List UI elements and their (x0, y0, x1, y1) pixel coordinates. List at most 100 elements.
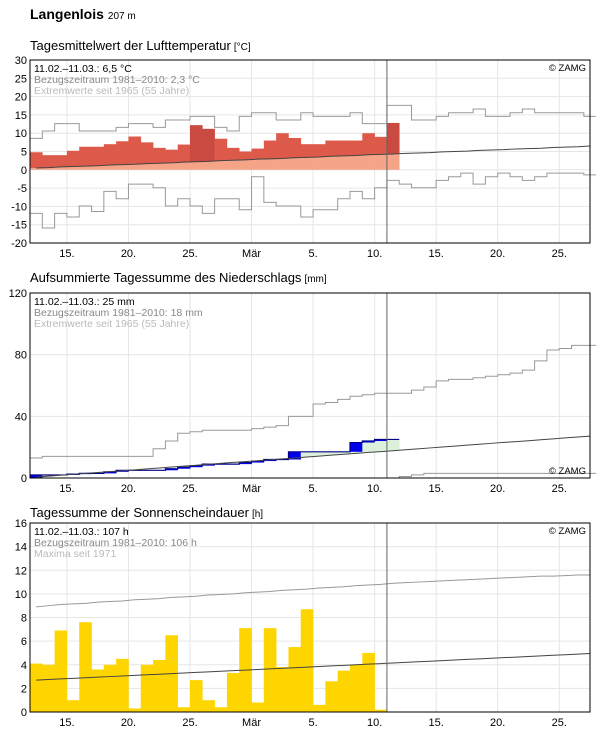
surplus-area (362, 441, 375, 452)
daily-precip-bar (350, 443, 363, 452)
anomaly-bar (153, 148, 166, 163)
sunshine-bar (202, 700, 215, 712)
normal-part-bar (141, 164, 154, 170)
sunshine-bar (178, 707, 191, 712)
x-tick-label: Mär (242, 483, 261, 495)
x-tick-label: 20. (121, 248, 136, 260)
sunshine-bar (215, 707, 228, 712)
anomaly-bar (128, 136, 141, 164)
normal-part-bar (288, 158, 301, 170)
normal-part-bar (227, 160, 240, 170)
y-tick-label: 2 (21, 683, 27, 695)
sunshine-bar (227, 673, 240, 712)
x-tick-label: Mär (242, 248, 261, 260)
x-tick-label: 25. (182, 248, 197, 260)
sunshine-bar (276, 667, 289, 712)
anomaly-bar (264, 141, 277, 159)
sunshine-bar (325, 681, 338, 712)
current-cumulative-line (30, 439, 399, 474)
zamg-watermark: © ZAMG (549, 466, 586, 477)
x-tick-label: 15. (429, 248, 444, 260)
sunshine-bar (288, 647, 301, 712)
y-tick-label: 120 (9, 288, 27, 300)
sunshine-bar (92, 669, 105, 712)
sunshine-bar (67, 700, 80, 712)
surplus-area (387, 439, 400, 450)
anomaly-bar (178, 145, 191, 163)
y-tick-label: -15 (11, 220, 27, 232)
sunshine-bar (252, 703, 265, 712)
y-tick-label: 16 (15, 518, 27, 530)
y-tick-label: 0 (21, 165, 27, 177)
anomaly-bar (338, 141, 351, 156)
y-tick-label: -10 (11, 201, 27, 213)
normal-part-bar (375, 154, 388, 169)
x-tick-label: Mär (242, 717, 261, 729)
anomaly-bar (239, 152, 252, 160)
y-tick-label: 0 (21, 473, 27, 485)
normal-part-bar (128, 164, 141, 169)
x-tick-label: 25. (552, 248, 567, 260)
legend-extremes: Maxima seit 1971 (34, 548, 116, 560)
anomaly-bar (30, 152, 43, 168)
precipitation-chart-title: Aufsummierte Tagessumme des Niederschlag… (30, 270, 327, 285)
x-tick-label: 15. (429, 483, 444, 495)
x-tick-label: 5. (308, 248, 317, 260)
anomaly-bar (227, 148, 240, 160)
normal-part-bar (178, 162, 191, 170)
x-tick-label: 20. (490, 717, 505, 729)
x-tick-label: 20. (121, 483, 136, 495)
anomaly-bar (165, 150, 178, 163)
normal-part-bar (252, 159, 265, 170)
sunshine-bar (350, 665, 363, 712)
normal-part-bar (165, 163, 178, 170)
sunshine-bar (264, 628, 277, 712)
normal-part-bar (350, 156, 363, 170)
normal-part-bar (313, 157, 326, 170)
sunshine-bar (104, 665, 117, 712)
anomaly-bar (190, 125, 203, 162)
anomaly-bar (42, 155, 55, 167)
anomaly-bar (141, 142, 154, 163)
y-tick-label: 8 (21, 613, 27, 625)
x-tick-label: 25. (182, 717, 197, 729)
normal-part-bar (190, 162, 203, 170)
y-tick-label: 6 (21, 636, 27, 648)
anomaly-bar (288, 138, 301, 158)
anomaly-bar (55, 155, 68, 167)
sunshine-bar (79, 622, 92, 712)
normal-part-bar (202, 161, 215, 169)
x-tick-label: 15. (59, 248, 74, 260)
normal-part-bar (301, 157, 314, 169)
y-tick-label: 40 (15, 411, 27, 423)
anomaly-bar (276, 133, 289, 158)
zamg-watermark: © ZAMG (549, 63, 586, 74)
y-tick-label: 10 (15, 128, 27, 140)
legend-extremes: Extremwerte seit 1965 (55 Jahre) (34, 318, 189, 330)
sunshine-bar (42, 665, 55, 712)
anomaly-bar (387, 123, 400, 154)
normal-part-bar (362, 155, 375, 170)
normal-part-bar (116, 165, 129, 170)
x-tick-label: 5. (308, 483, 317, 495)
x-tick-label: 5. (308, 717, 317, 729)
sunshine-bar (30, 664, 43, 712)
x-tick-label: 10. (367, 248, 382, 260)
normal-part-bar (325, 156, 338, 170)
sunshine-bar (141, 665, 154, 712)
y-tick-label: 4 (21, 660, 27, 672)
anomaly-bar (202, 129, 215, 162)
anomaly-bar (325, 141, 338, 157)
station-elevation: 207 m (108, 11, 136, 22)
sunshine-series (30, 575, 590, 712)
anomaly-bar (104, 144, 117, 165)
sunshine-bar (362, 653, 375, 712)
sunshine-bar (128, 708, 141, 712)
y-tick-label: 15 (15, 110, 27, 122)
sunshine-bar (301, 609, 314, 712)
anomaly-bar (92, 147, 105, 166)
